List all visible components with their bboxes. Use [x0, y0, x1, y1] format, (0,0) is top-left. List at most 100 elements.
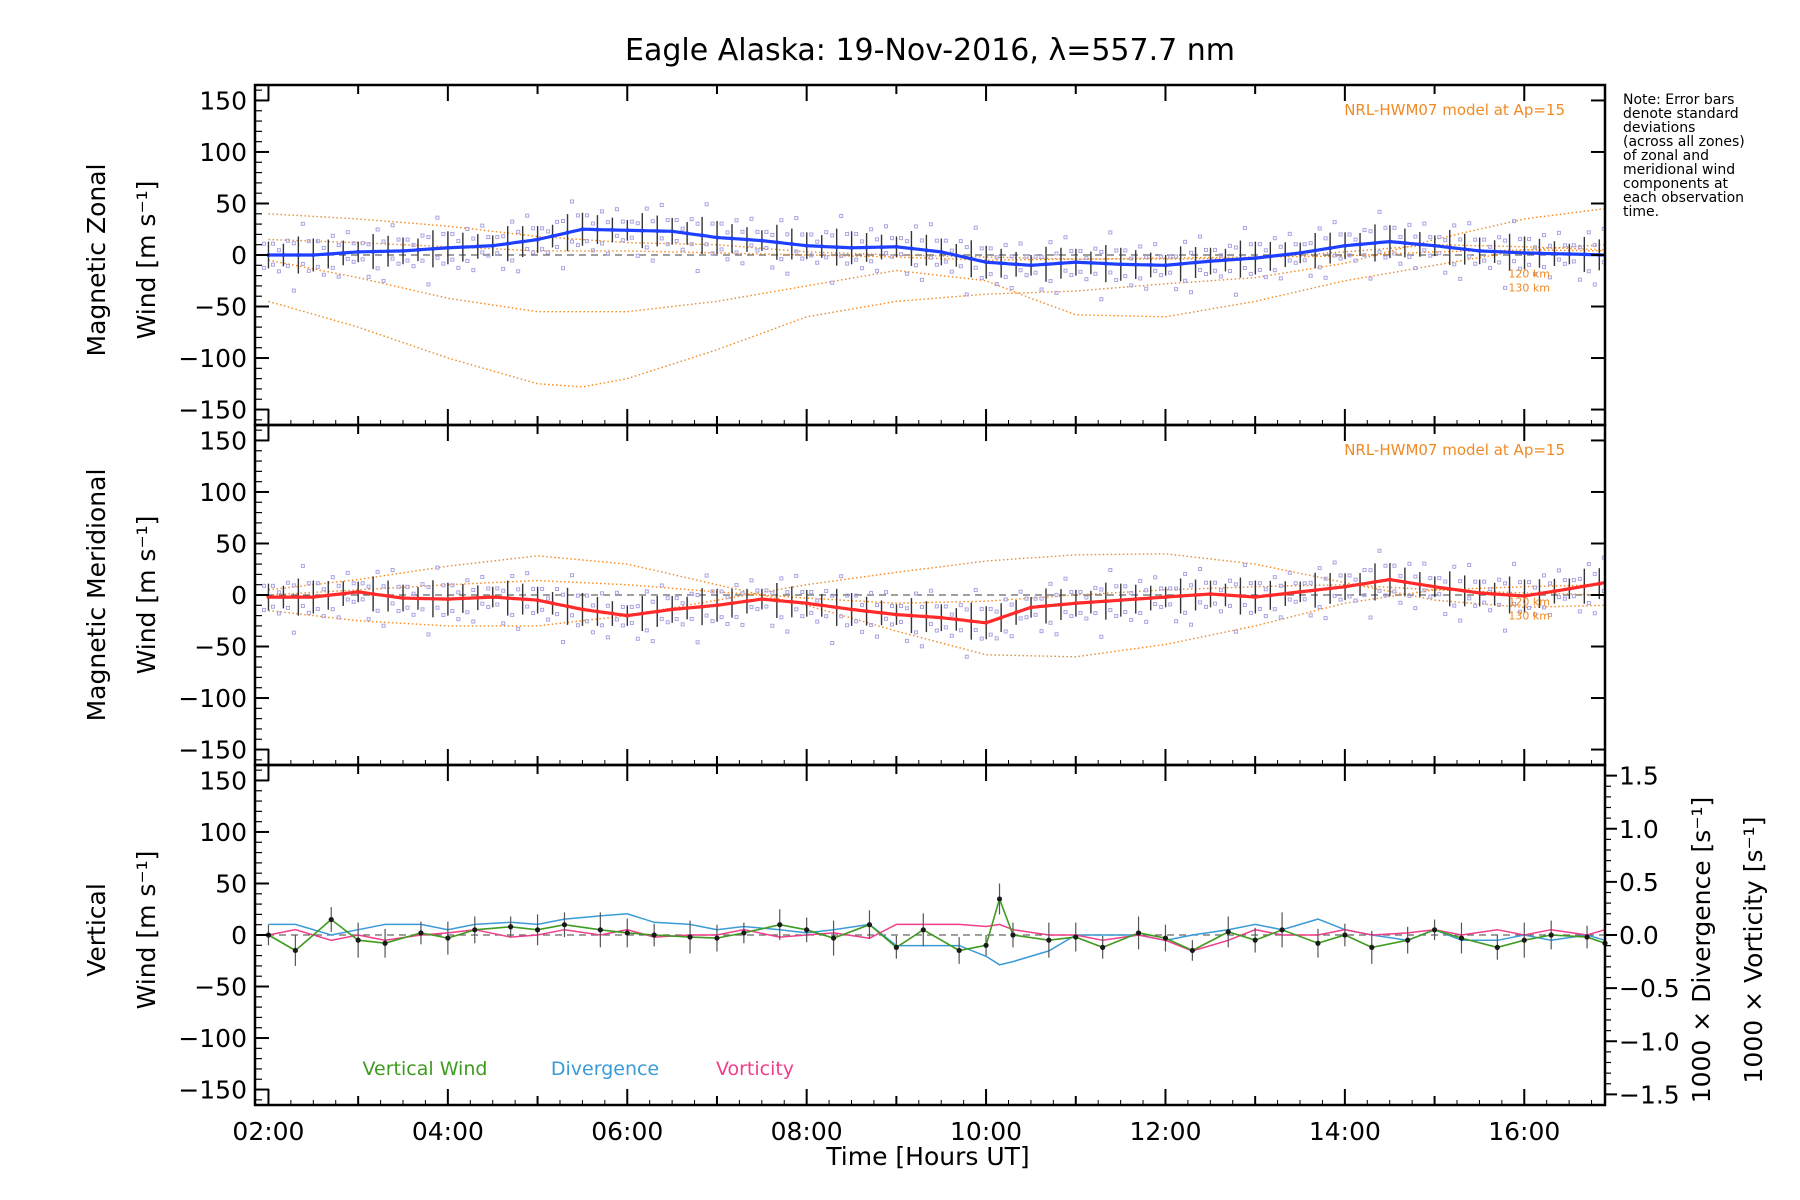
scatter-point	[336, 243, 341, 248]
scatter-point	[860, 603, 865, 608]
scatter-point	[1368, 276, 1373, 281]
scatter-point	[336, 274, 341, 279]
note-line: denote standard	[1623, 106, 1739, 122]
mean-wind-point	[879, 610, 884, 615]
scatter-point	[1048, 279, 1053, 284]
scatter-point	[1218, 588, 1223, 593]
scatter-point	[1233, 292, 1238, 297]
scatter-point	[734, 615, 739, 620]
scatter-point	[764, 229, 769, 234]
scatter-point	[456, 239, 461, 244]
scatter-point	[276, 269, 281, 274]
mean-wind-point	[296, 253, 301, 257]
scatter-point	[1108, 608, 1113, 613]
scatter-point	[1577, 609, 1582, 614]
scatter-point	[1198, 234, 1203, 239]
scatter-point	[830, 280, 835, 285]
mean-wind-point	[371, 591, 376, 596]
scatter-point	[704, 202, 709, 207]
scatter-point	[884, 224, 889, 229]
scatter-point	[665, 218, 670, 223]
scatter-point	[575, 243, 580, 248]
mean-wind-point	[819, 244, 824, 249]
scatter-point	[531, 250, 536, 255]
scatter-point	[1084, 616, 1089, 621]
scatter-point	[794, 607, 799, 612]
scatter-point	[1317, 604, 1322, 609]
scatter-point	[471, 587, 476, 592]
scatter-point	[770, 265, 775, 270]
scatter-point	[1338, 597, 1343, 602]
scatter-point	[815, 598, 820, 603]
scatter-point	[450, 608, 455, 613]
scatter-point	[495, 602, 500, 607]
vertical-wind-point	[1342, 932, 1348, 938]
y2-tick-label: 0.0	[1619, 921, 1659, 950]
scatter-point	[555, 244, 560, 249]
scatter-point	[1293, 260, 1298, 265]
scatter-point	[1482, 579, 1487, 584]
vertical-ylabel-line1: Vertical	[82, 883, 111, 977]
model-curve	[268, 238, 1606, 261]
mean-wind-point	[1283, 591, 1288, 596]
y-tick-label: −150	[178, 396, 247, 425]
scatter-point	[1248, 242, 1253, 247]
mean-wind-point	[1492, 591, 1497, 596]
scatter-point	[605, 251, 610, 256]
scatter-point	[1383, 563, 1388, 568]
scatter-point	[291, 630, 296, 635]
scatter-point	[465, 578, 470, 583]
mean-wind-point	[700, 233, 705, 238]
scatter-point	[1512, 259, 1517, 264]
mean-wind-point	[1178, 594, 1183, 599]
scatter-point	[1562, 261, 1567, 266]
mean-wind-point	[954, 617, 959, 622]
scatter-point	[1362, 228, 1367, 233]
scatter-point	[973, 265, 978, 270]
scatter-point	[1144, 286, 1149, 291]
scatter-point	[898, 252, 903, 257]
scatter-point	[1518, 580, 1523, 585]
model-curve	[268, 555, 1606, 658]
scatter-point	[749, 605, 754, 610]
scatter-point	[486, 253, 491, 258]
scatter-point	[704, 613, 709, 618]
scatter-point	[1189, 290, 1194, 295]
scatter-point	[435, 605, 440, 610]
scatter-point	[1332, 593, 1337, 598]
scatter-point	[1114, 278, 1119, 283]
mean-wind-point	[789, 599, 794, 604]
scatter-point	[471, 236, 476, 241]
scatter-point	[321, 614, 326, 619]
vorticity-line	[268, 923, 1606, 952]
scatter-point	[979, 246, 984, 251]
scatter-point	[740, 622, 745, 627]
vertical-wind-point	[714, 935, 720, 941]
vertical-wind-point	[1584, 934, 1590, 940]
mean-wind-point	[326, 251, 331, 256]
scatter-point	[486, 235, 491, 240]
vertical-wind-point	[996, 896, 1003, 902]
scatter-point	[1413, 266, 1418, 271]
scatter-point	[1541, 573, 1546, 578]
scatter-point	[495, 586, 500, 591]
scatter-point	[1592, 282, 1597, 287]
y-tick-label: −150	[178, 1076, 247, 1105]
scatter-point	[390, 601, 395, 606]
scatter-point	[1183, 571, 1188, 576]
scatter-point	[800, 256, 805, 261]
scatter-point	[994, 282, 999, 287]
scatter-point	[1562, 596, 1567, 601]
scatter-point	[590, 603, 595, 608]
mean-wind-point	[969, 619, 974, 624]
scatter-point	[420, 258, 425, 263]
scatter-point	[426, 235, 431, 240]
mean-wind-point	[1477, 590, 1482, 595]
scatter-point	[1497, 577, 1502, 582]
scatter-point	[1353, 237, 1358, 242]
vertical-wind-point	[508, 924, 514, 930]
scatter-point	[345, 256, 350, 261]
mean-wind-point	[1148, 596, 1153, 601]
mean-wind-point	[715, 235, 720, 240]
scatter-point	[345, 597, 350, 602]
